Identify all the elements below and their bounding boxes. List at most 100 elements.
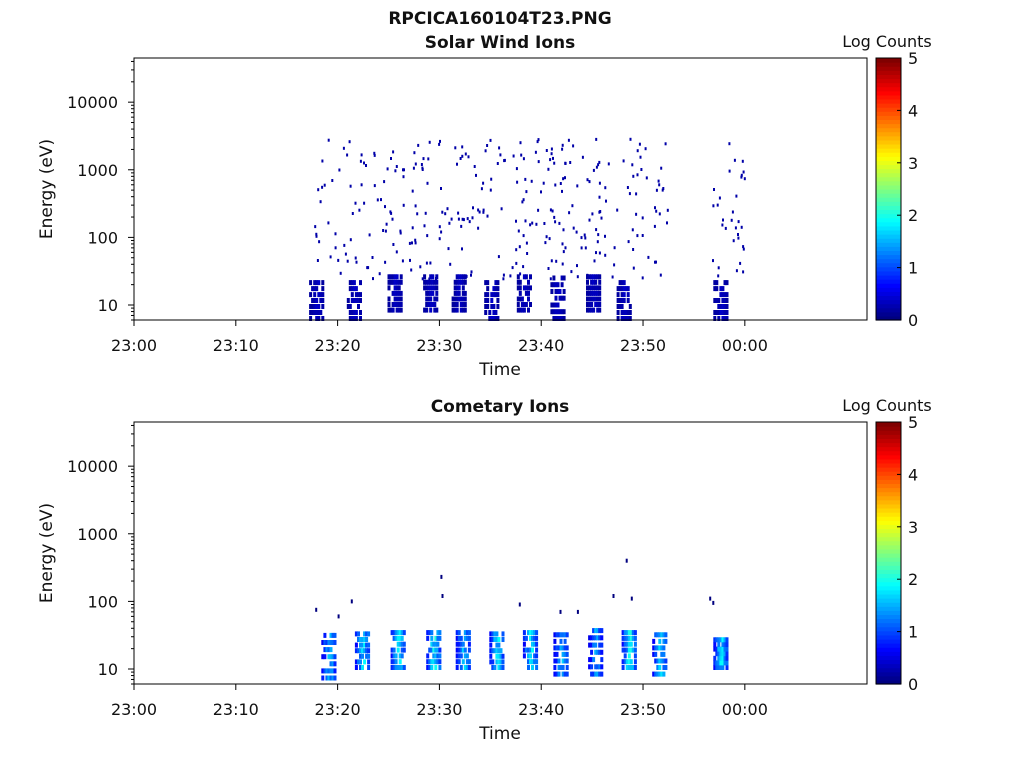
count-cell <box>641 276 644 280</box>
count-cell <box>321 304 325 309</box>
count-cell <box>721 651 725 657</box>
count-cell <box>662 632 666 638</box>
count-cell <box>433 285 437 291</box>
count-cell <box>411 189 414 193</box>
colorbar-swatch <box>876 299 901 305</box>
count-cell <box>527 296 530 302</box>
count-cell <box>623 653 627 659</box>
count-cell <box>713 660 717 666</box>
count-cell <box>494 292 498 298</box>
count-cell <box>441 594 444 598</box>
colorbar-swatch <box>876 184 901 190</box>
colorbar-swatch <box>876 143 901 149</box>
count-cell <box>329 640 333 645</box>
count-cell <box>717 651 721 657</box>
count-cell <box>550 259 553 263</box>
count-cell <box>373 184 376 188</box>
count-cell <box>399 307 403 313</box>
count-cell <box>594 628 598 634</box>
count-cell <box>397 279 401 285</box>
count-cell <box>440 574 443 579</box>
count-cell <box>489 631 493 637</box>
count-cell <box>403 168 405 172</box>
count-cell <box>600 635 604 641</box>
count-cell <box>626 292 630 298</box>
count-cell <box>636 173 639 177</box>
count-cell <box>560 316 564 321</box>
colorbar-swatch <box>876 221 901 227</box>
count-cell <box>426 653 430 659</box>
count-cell <box>598 285 602 291</box>
count-cell <box>717 310 721 315</box>
count-cell <box>655 188 658 192</box>
count-cell <box>393 296 397 302</box>
count-cell <box>495 642 499 648</box>
colorbar-swatch <box>876 131 901 137</box>
count-cell <box>349 184 352 188</box>
count-cell <box>518 290 522 296</box>
ion-burst <box>423 274 439 313</box>
count-cell <box>346 153 349 157</box>
count-cell <box>453 302 457 307</box>
count-cell <box>640 168 643 171</box>
count-cell <box>632 174 635 178</box>
count-cell <box>325 647 329 653</box>
count-cell <box>491 659 495 665</box>
count-cell <box>524 647 528 653</box>
count-cell <box>412 166 415 170</box>
count-cell <box>537 138 540 142</box>
count-cell <box>531 659 534 665</box>
colorbar-swatch <box>876 283 901 288</box>
count-cell <box>635 192 638 196</box>
colorbar-swatch <box>876 528 901 534</box>
count-cell <box>728 169 731 173</box>
y-axis-label: Energy (eV) <box>37 503 57 603</box>
count-cell <box>491 665 495 670</box>
count-cell <box>522 630 526 636</box>
count-cell <box>455 285 459 291</box>
count-cell <box>457 630 461 636</box>
count-cell <box>560 275 564 281</box>
count-cell <box>385 222 388 226</box>
count-cell <box>321 280 325 286</box>
count-cell <box>737 220 740 224</box>
colorbar-swatch <box>876 139 901 145</box>
count-cell <box>427 279 431 285</box>
count-cell <box>455 279 459 285</box>
count-cell <box>486 286 490 292</box>
colorbar-swatch <box>876 164 901 170</box>
colorbar-swatch <box>876 585 901 591</box>
count-cell <box>725 310 729 315</box>
count-cell <box>350 292 354 298</box>
count-cell <box>576 609 579 614</box>
count-cell <box>313 286 317 292</box>
count-cell <box>436 659 440 665</box>
count-cell <box>563 638 567 644</box>
colorbar-swatch <box>876 569 901 575</box>
count-cell <box>598 160 601 164</box>
count-cell <box>482 208 485 212</box>
count-cell <box>560 309 564 315</box>
count-cell <box>631 630 635 636</box>
count-cell <box>427 302 431 307</box>
count-cell <box>349 238 352 242</box>
count-cell <box>717 266 720 270</box>
count-cell <box>387 307 391 313</box>
count-cell <box>311 286 315 292</box>
count-cell <box>627 240 630 244</box>
count-cell <box>397 296 401 302</box>
count-cell <box>742 170 745 174</box>
count-cell <box>522 265 525 269</box>
count-cell <box>465 653 469 659</box>
count-cell <box>527 290 530 296</box>
count-cell <box>408 241 411 245</box>
ion-burst <box>321 632 337 681</box>
count-cell <box>400 635 404 641</box>
count-cell <box>359 653 362 659</box>
count-cell <box>453 279 457 285</box>
count-cell <box>599 210 602 213</box>
count-cell <box>461 302 465 307</box>
count-cell <box>495 653 499 659</box>
count-cell <box>451 302 455 307</box>
count-cell <box>427 296 431 302</box>
